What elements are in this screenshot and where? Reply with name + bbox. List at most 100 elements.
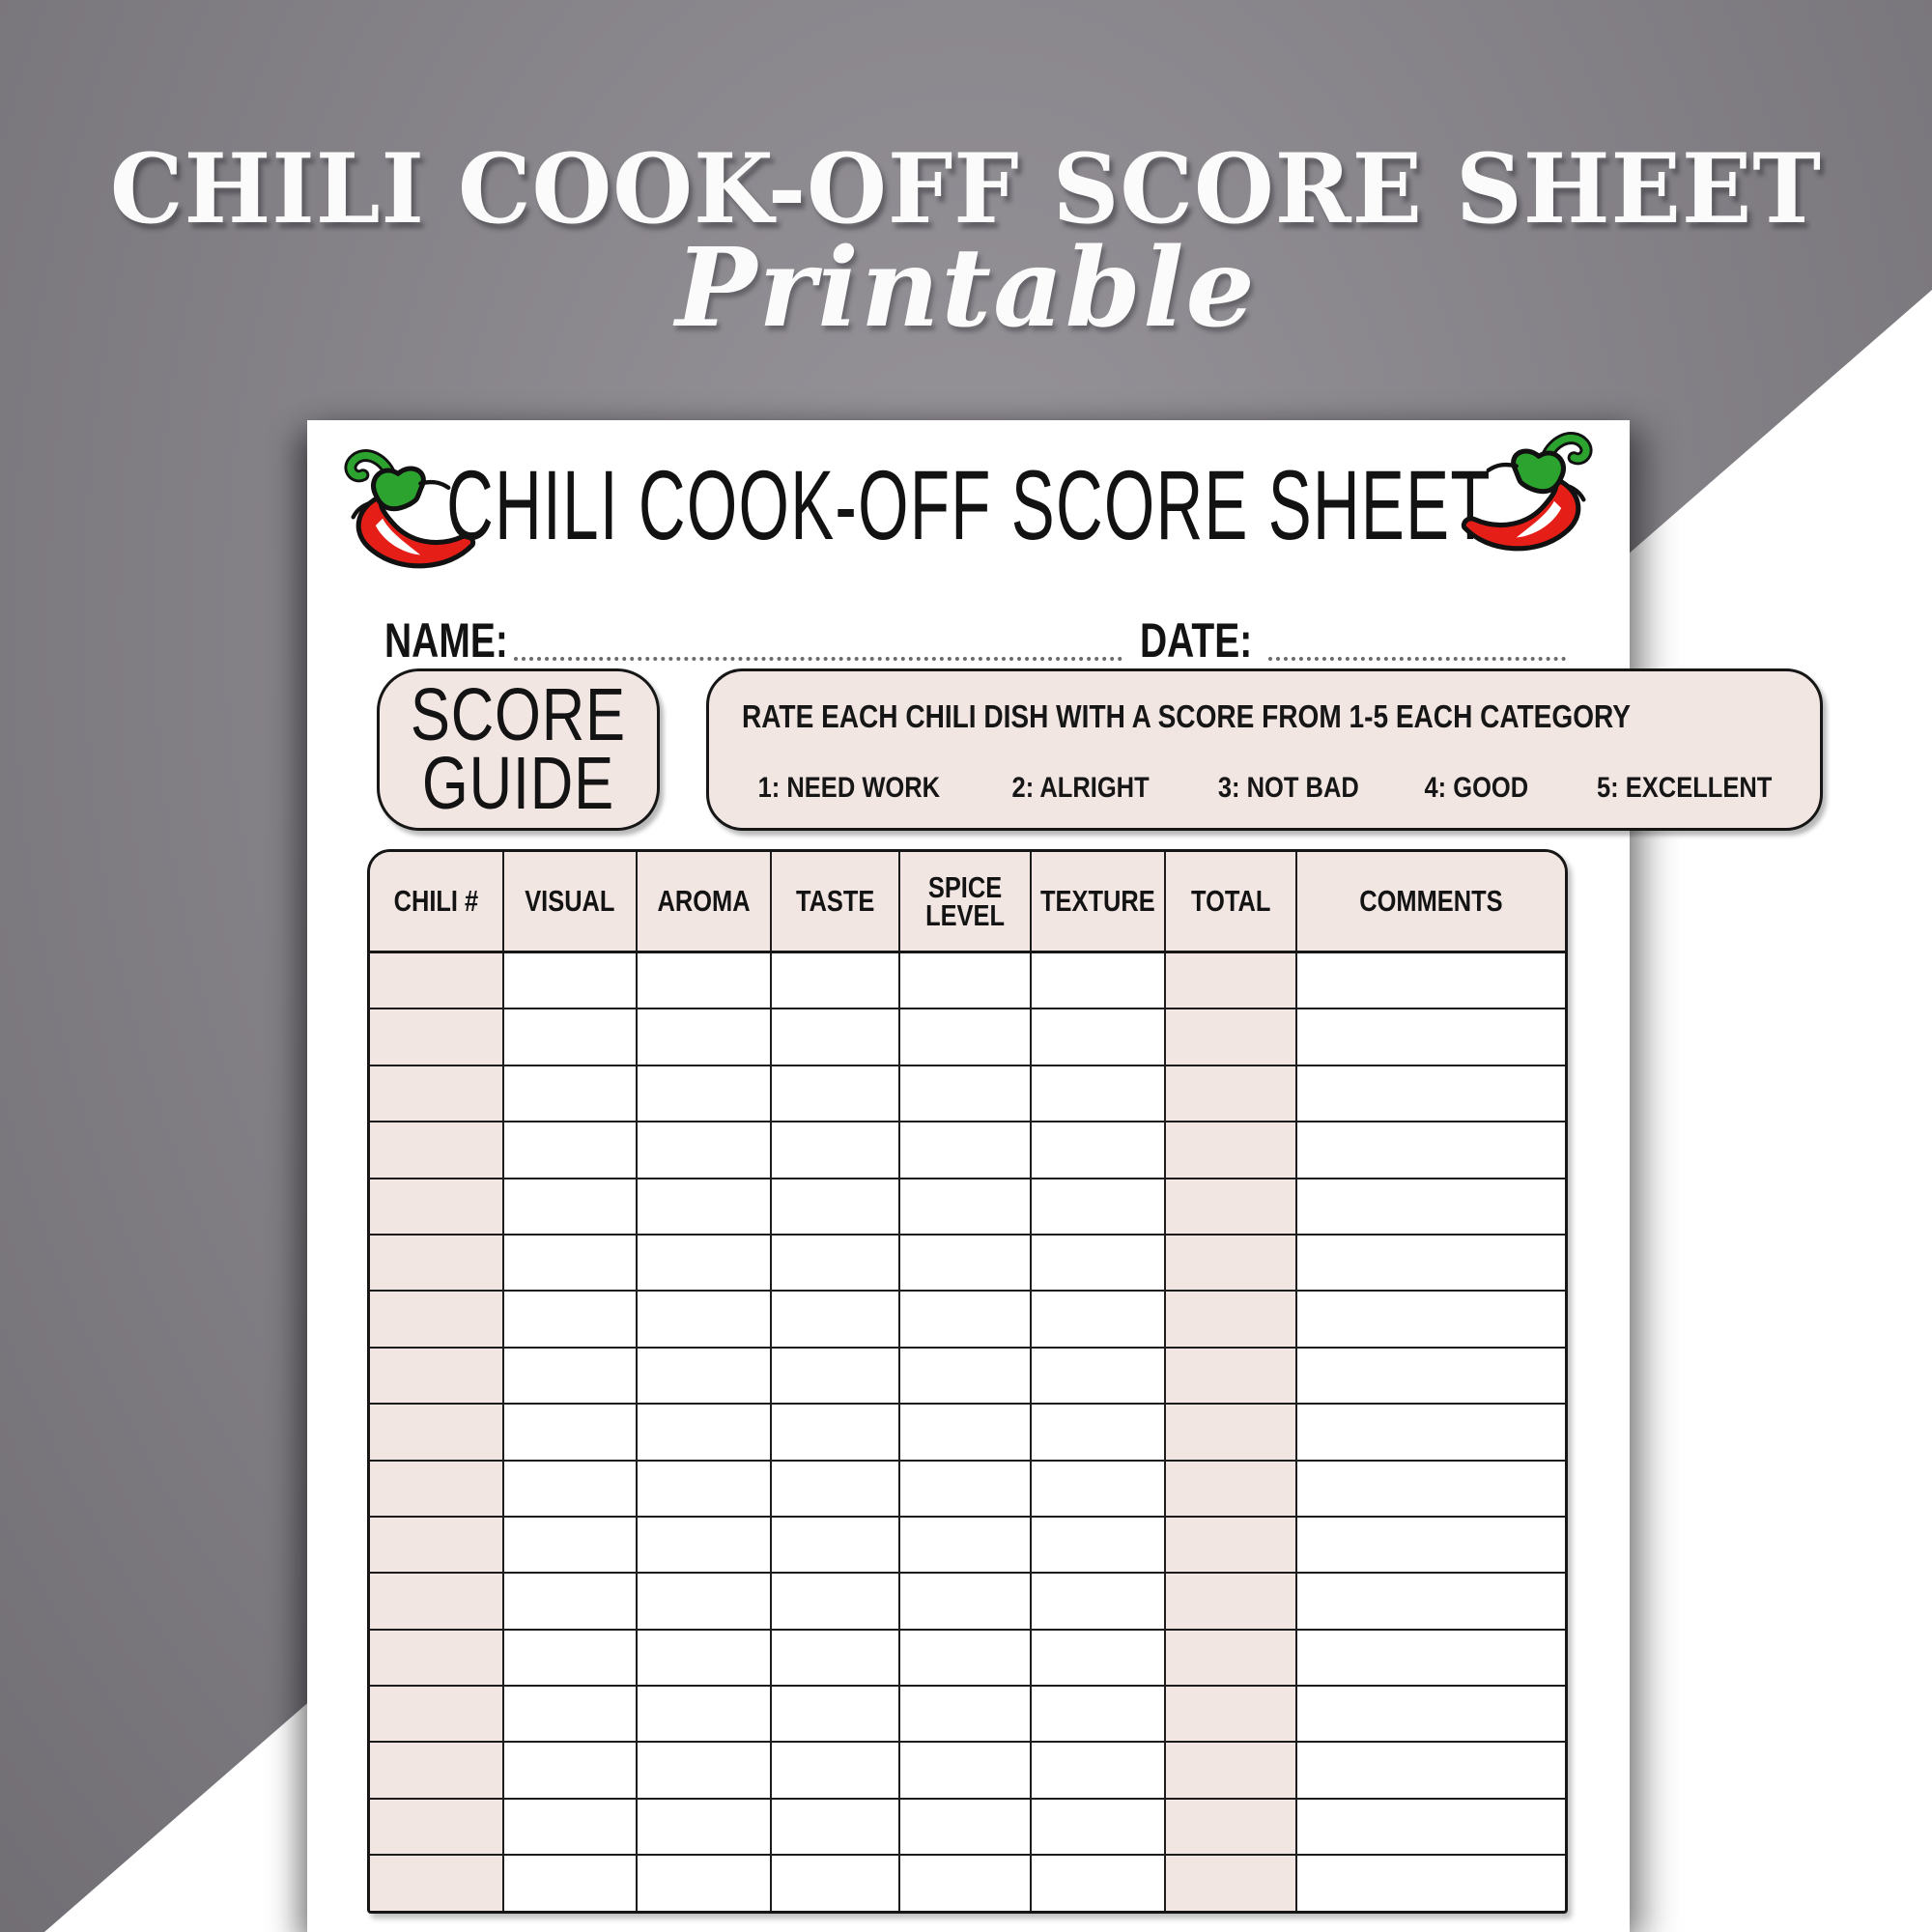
table-row xyxy=(370,1348,1565,1406)
rating-instructions-box: RATE EACH CHILI DISH WITH A SCORE FROM 1… xyxy=(706,668,1824,831)
blank-cell xyxy=(370,1799,504,1855)
blank-cell xyxy=(370,1856,504,1911)
blank-cell xyxy=(638,1065,772,1122)
blank-cell xyxy=(1297,1122,1565,1177)
blank-cell xyxy=(772,953,901,1009)
blank-cell xyxy=(1032,953,1166,1009)
blank-cell xyxy=(1165,1179,1297,1234)
blank-cell xyxy=(1165,1292,1297,1347)
blank-cell xyxy=(504,1743,639,1798)
blank-cell xyxy=(1165,1687,1297,1742)
table-row xyxy=(370,1574,1565,1631)
blank-cell xyxy=(370,1179,504,1234)
blank-cell xyxy=(638,1235,772,1291)
blank-cell xyxy=(638,1687,772,1742)
blank-cell xyxy=(1032,1348,1166,1404)
blank-cell xyxy=(772,1743,901,1798)
blank-cell xyxy=(1297,1631,1565,1685)
name-label: NAME: xyxy=(384,613,508,668)
column-header-taste: TASTE xyxy=(772,852,901,951)
blank-cell xyxy=(1165,953,1297,1009)
blank-cell xyxy=(1032,1687,1166,1742)
blank-cell xyxy=(1297,1349,1565,1403)
table-row xyxy=(370,1009,1565,1066)
blank-cell xyxy=(1297,1800,1565,1854)
blank-cell xyxy=(1032,1856,1166,1911)
blank-cell xyxy=(772,1856,901,1911)
blank-cell xyxy=(370,1687,504,1742)
blank-cell xyxy=(370,1461,504,1516)
blank-cell xyxy=(504,1574,639,1629)
column-header-texture: TEXTURE xyxy=(1032,852,1166,951)
blank-cell xyxy=(638,1799,772,1855)
blank-cell xyxy=(1297,1179,1565,1234)
blank-cell xyxy=(1297,1236,1565,1290)
blank-cell xyxy=(370,1574,504,1629)
blank-cell xyxy=(900,1461,1033,1516)
blank-cell xyxy=(1165,1122,1297,1178)
blank-cell xyxy=(772,1009,901,1065)
blank-cell xyxy=(900,1743,1033,1798)
blank-cell xyxy=(1032,1009,1166,1065)
blank-cell xyxy=(638,1179,772,1234)
table-row xyxy=(370,953,1565,1010)
date-line xyxy=(1268,656,1566,661)
blank-cell xyxy=(370,1065,504,1122)
blank-cell xyxy=(370,1517,504,1573)
blank-cell xyxy=(370,1348,504,1404)
blank-cell xyxy=(370,1122,504,1178)
blank-cell xyxy=(370,1743,504,1798)
blank-cell xyxy=(1165,1856,1297,1911)
blank-cell xyxy=(638,1122,772,1178)
blank-cell xyxy=(772,1179,901,1234)
score-sheet-paper: CHILI COOK-OFF SCORE SHEET NAME: DATE: S… xyxy=(307,420,1824,1932)
blank-cell xyxy=(1032,1630,1166,1686)
blank-cell xyxy=(900,1405,1033,1460)
blank-cell xyxy=(370,1009,504,1065)
blank-cell xyxy=(900,1856,1033,1911)
blank-cell xyxy=(1297,1856,1565,1910)
blank-cell xyxy=(772,1461,901,1516)
blank-cell xyxy=(1297,1009,1565,1064)
blank-cell xyxy=(504,1235,639,1291)
blank-cell xyxy=(900,1799,1033,1855)
guide-row: SCORE GUIDE RATE EACH CHILI DISH WITH A … xyxy=(377,668,1824,831)
column-header-visual: VISUAL xyxy=(504,852,639,951)
blank-cell xyxy=(900,1235,1033,1291)
blank-cell xyxy=(1032,1461,1166,1516)
blank-cell xyxy=(370,1630,504,1686)
table-row xyxy=(370,1461,1565,1518)
blank-cell xyxy=(900,1122,1033,1178)
banner-subtitle: Printable xyxy=(675,225,1257,352)
blank-cell xyxy=(638,1630,772,1686)
column-header-comments: COMMENTS xyxy=(1297,852,1565,951)
name-date-row: NAME: DATE: xyxy=(384,599,1566,668)
blank-cell xyxy=(1297,1405,1565,1459)
blank-cell xyxy=(900,1179,1033,1234)
table-row xyxy=(370,1292,1565,1349)
blank-cell xyxy=(900,1348,1033,1404)
name-line xyxy=(513,656,1122,661)
blank-cell xyxy=(1297,1462,1565,1516)
blank-cell xyxy=(772,1065,901,1122)
blank-cell xyxy=(900,1292,1033,1347)
blank-cell xyxy=(504,1179,639,1234)
blank-cell xyxy=(772,1122,901,1178)
blank-cell xyxy=(1165,1348,1297,1404)
blank-cell xyxy=(900,1517,1033,1573)
blank-cell xyxy=(504,953,639,1009)
blank-cell xyxy=(1165,1009,1297,1065)
blank-cell xyxy=(900,1687,1033,1742)
blank-cell xyxy=(638,1856,772,1911)
blank-cell xyxy=(772,1630,901,1686)
blank-cell xyxy=(1032,1292,1166,1347)
blank-cell xyxy=(900,1574,1033,1629)
banner-title: CHILI COOK-OFF SCORE SHEET xyxy=(0,133,1932,245)
blank-cell xyxy=(638,1461,772,1516)
blank-cell xyxy=(1032,1405,1166,1460)
blank-cell xyxy=(1032,1179,1166,1234)
sheet-title: CHILI COOK-OFF SCORE SHEET xyxy=(445,450,1492,560)
blank-cell xyxy=(772,1687,901,1742)
blank-cell xyxy=(1297,1518,1565,1572)
